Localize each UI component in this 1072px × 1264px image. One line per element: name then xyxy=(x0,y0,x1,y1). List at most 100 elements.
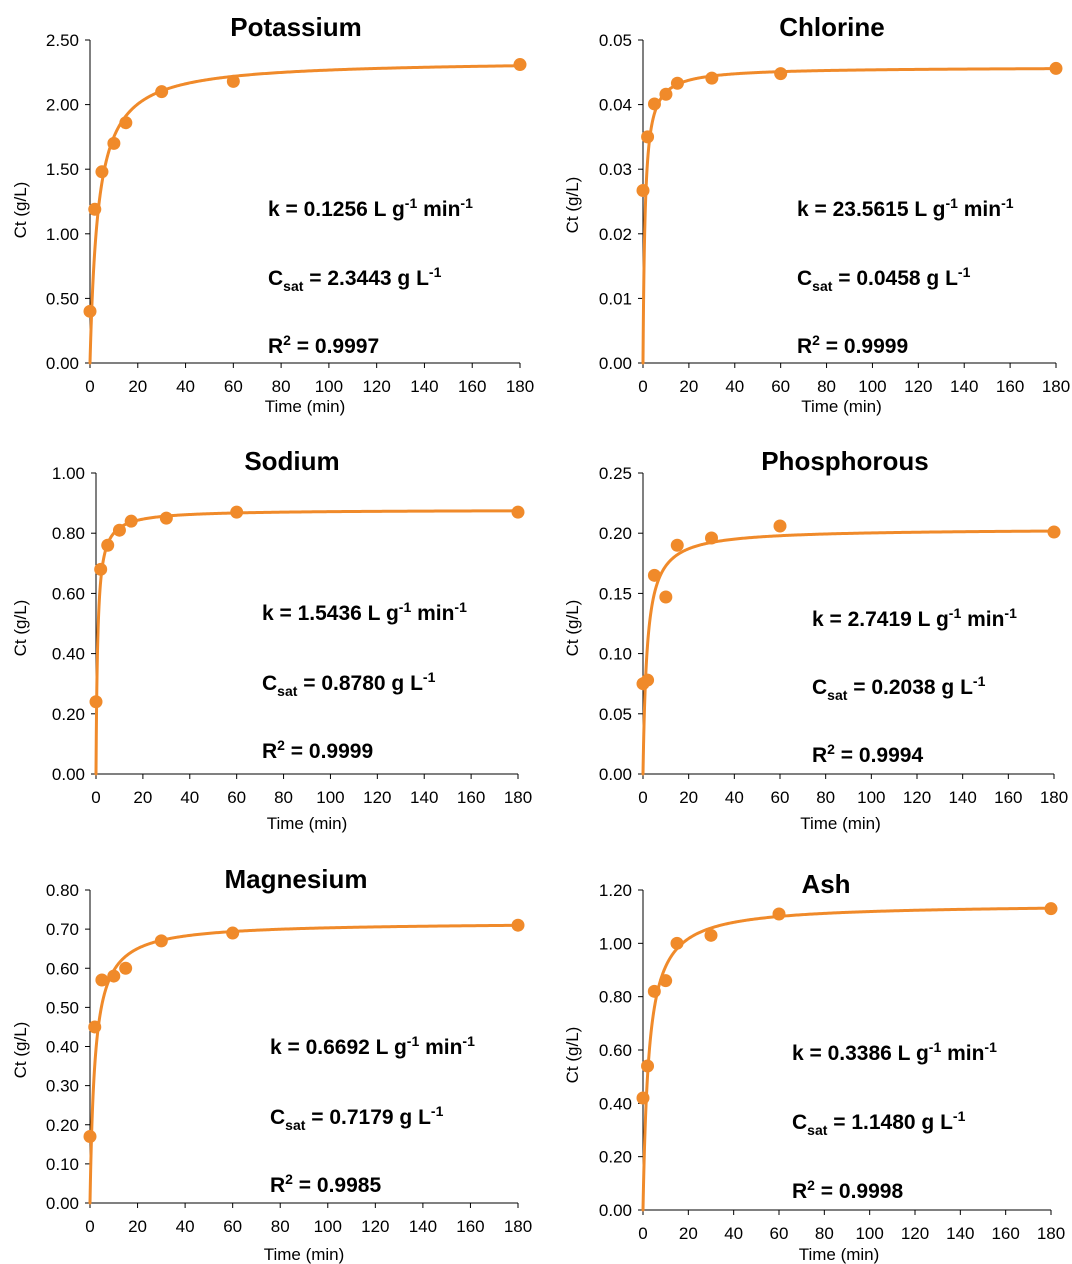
data-point xyxy=(704,928,718,942)
x-tick-label: 80 xyxy=(816,788,835,807)
data-point xyxy=(230,505,244,519)
x-tick-label: 140 xyxy=(948,788,976,807)
data-point xyxy=(83,304,97,318)
y-axis-title: Ct (g/L) xyxy=(11,600,30,657)
csat-annotation: Csat = 0.8780 g L-1 xyxy=(262,669,436,699)
x-tick-label: 80 xyxy=(817,377,836,396)
y-tick-label: 0.20 xyxy=(599,524,632,543)
x-tick-label: 120 xyxy=(362,377,390,396)
r2-annotation: R2 = 0.9999 xyxy=(262,737,373,763)
x-tick-label: 140 xyxy=(950,377,978,396)
y-tick-label: 0.40 xyxy=(599,1094,632,1113)
y-tick-label: 0.80 xyxy=(52,524,85,543)
fit-curve xyxy=(641,67,1058,365)
y-tick-label: 0.60 xyxy=(52,584,85,603)
data-point xyxy=(107,136,121,150)
y-axis-title: Ct (g/L) xyxy=(11,182,30,239)
x-axis-title: Time (min) xyxy=(267,814,348,833)
r2-annotation: R2 = 0.9985 xyxy=(270,1171,381,1197)
y-tick-label: 0.70 xyxy=(46,920,79,939)
data-point xyxy=(94,562,108,576)
chart-panel-1: 0.00 0.50 1.00 1.50 2.00 2.50 0 20 40 60 80 100 120 1… xyxy=(11,12,534,416)
x-tick-label: 100 xyxy=(858,377,886,396)
x-tick-label: 20 xyxy=(128,377,147,396)
y-tick-label: 0.20 xyxy=(599,1148,632,1167)
x-axis-title: Time (min) xyxy=(800,814,881,833)
data-point xyxy=(159,511,173,525)
y-tick-label: 0.03 xyxy=(599,160,632,179)
x-tick-label: 0 xyxy=(85,377,94,396)
y-tick-label: 0.00 xyxy=(52,765,85,784)
data-point xyxy=(119,961,133,975)
data-point xyxy=(647,97,661,111)
data-point xyxy=(636,1091,650,1105)
y-tick-label: 0.40 xyxy=(52,645,85,664)
chart-title: Chlorine xyxy=(779,12,884,42)
chart-panel-2: 0.00 0.01 0.02 0.03 0.04 0.05 0 20 40 60 80 100 120 1… xyxy=(563,12,1070,416)
x-tick-label: 40 xyxy=(724,1224,743,1243)
x-tick-label: 160 xyxy=(991,1224,1019,1243)
data-point xyxy=(88,202,102,216)
data-point xyxy=(636,184,650,198)
x-tick-label: 60 xyxy=(227,788,246,807)
x-tick-label: 20 xyxy=(128,1217,147,1236)
y-tick-label: 0.20 xyxy=(52,705,85,724)
k-annotation: k = 0.1256 L g-1 min-1 xyxy=(268,195,473,221)
x-tick-label: 180 xyxy=(1037,1224,1065,1243)
x-tick-label: 160 xyxy=(996,377,1024,396)
fit-curve xyxy=(94,509,520,776)
x-tick-label: 180 xyxy=(1042,377,1070,396)
csat-annotation: Csat = 0.0458 g L-1 xyxy=(797,264,971,294)
x-tick-label: 100 xyxy=(857,788,885,807)
x-tick-label: 180 xyxy=(1040,788,1068,807)
x-tick-label: 100 xyxy=(316,788,344,807)
r2-annotation: R2 = 0.9998 xyxy=(792,1177,903,1203)
x-tick-label: 120 xyxy=(363,788,391,807)
fit-curve xyxy=(641,906,1053,1212)
y-tick-label: 0.80 xyxy=(599,988,632,1007)
y-tick-label: 0.00 xyxy=(46,1194,79,1213)
y-tick-label: 2.00 xyxy=(46,96,79,115)
fit-curve xyxy=(88,923,520,1205)
data-point xyxy=(705,531,718,545)
y-tick-label: 0.50 xyxy=(46,998,79,1017)
data-point xyxy=(124,514,138,528)
k-annotation: k = 1.5436 L g-1 min-1 xyxy=(262,599,467,625)
data-point xyxy=(1047,525,1061,539)
k-annotation: k = 23.5615 L g-1 min-1 xyxy=(797,195,1014,221)
x-tick-label: 20 xyxy=(679,1224,698,1243)
data-point xyxy=(774,67,788,81)
y-tick-label: 1.00 xyxy=(599,934,632,953)
data-point xyxy=(647,568,661,582)
x-tick-label: 20 xyxy=(679,788,698,807)
x-tick-label: 60 xyxy=(771,788,790,807)
x-axis-title: Time (min) xyxy=(265,397,346,416)
x-tick-label: 160 xyxy=(456,1217,484,1236)
chart-title: Magnesium xyxy=(224,864,367,894)
y-tick-label: 0.20 xyxy=(46,1116,79,1135)
y-tick-label: 0.05 xyxy=(599,705,632,724)
x-tick-label: 120 xyxy=(904,377,932,396)
y-tick-label: 0.15 xyxy=(599,584,632,603)
data-point xyxy=(641,1059,655,1073)
x-tick-label: 40 xyxy=(176,377,195,396)
data-point xyxy=(119,116,133,130)
data-point xyxy=(226,74,240,88)
y-tick-label: 0.01 xyxy=(599,289,632,308)
y-tick-label: 1.20 xyxy=(599,881,632,900)
x-tick-label: 100 xyxy=(855,1224,883,1243)
y-axis-title: Ct (g/L) xyxy=(563,600,582,657)
x-tick-label: 80 xyxy=(274,788,293,807)
data-point xyxy=(659,590,673,604)
x-tick-label: 100 xyxy=(314,1217,342,1236)
chart-title: Ash xyxy=(801,869,850,899)
y-axis-title: Ct (g/L) xyxy=(563,1027,582,1084)
y-tick-label: 0.40 xyxy=(46,1038,79,1057)
data-point xyxy=(511,505,525,519)
y-tick-label: 0.04 xyxy=(599,96,632,115)
x-tick-label: 0 xyxy=(638,377,647,396)
data-point xyxy=(670,76,684,90)
x-tick-label: 160 xyxy=(458,377,486,396)
chart-title: Sodium xyxy=(244,446,339,476)
x-tick-label: 120 xyxy=(361,1217,389,1236)
